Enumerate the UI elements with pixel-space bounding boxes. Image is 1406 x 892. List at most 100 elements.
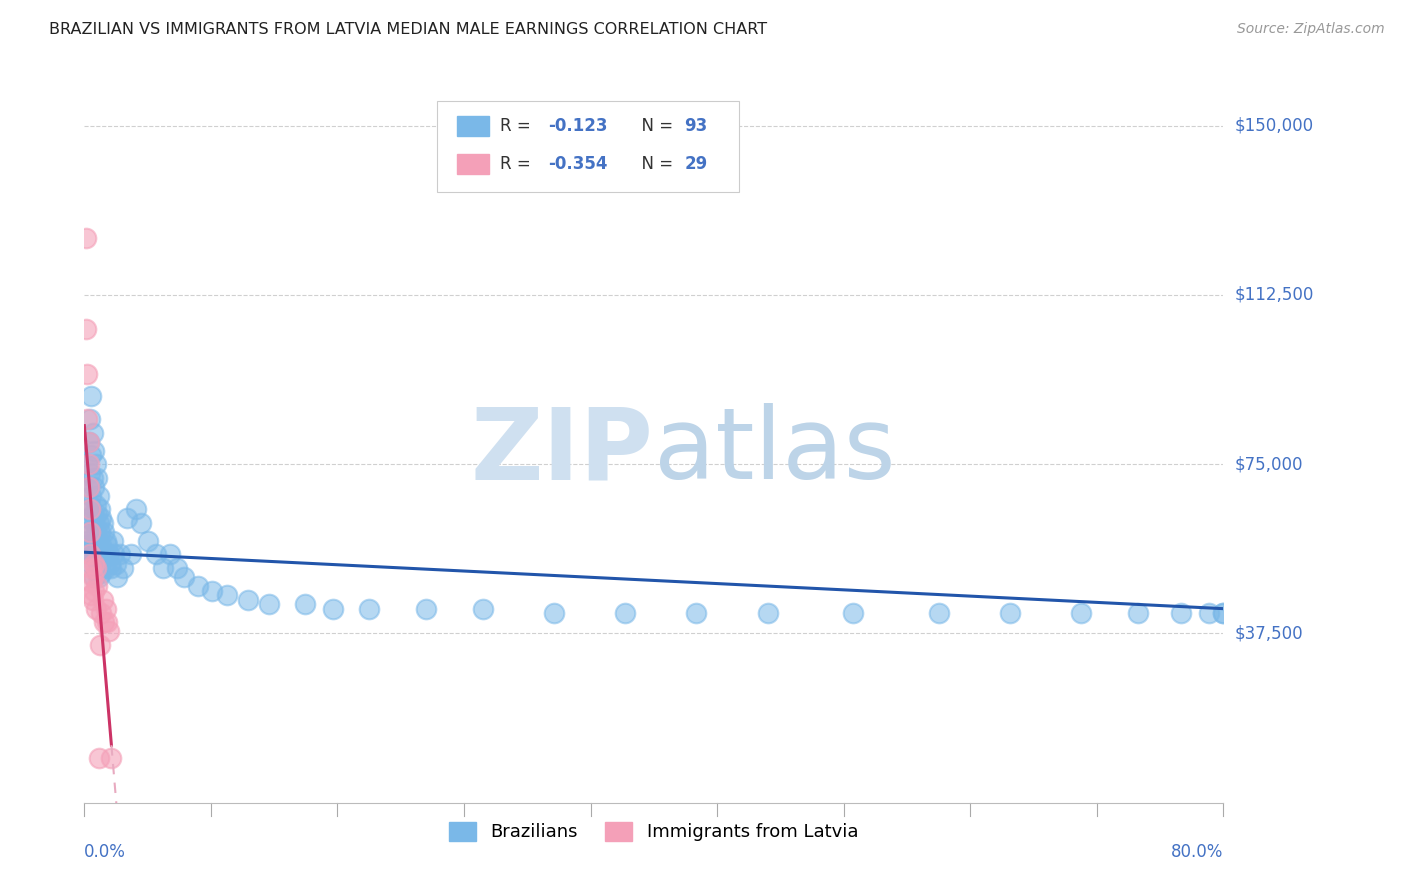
Point [80, 524, 103, 539]
Point [83, 557, 105, 571]
Point [80, 448, 103, 462]
Text: $75,000: $75,000 [1234, 455, 1303, 473]
Text: $150,000: $150,000 [1234, 117, 1313, 135]
Point [86, 471, 108, 485]
Point [82, 425, 104, 440]
Point [77, 457, 100, 471]
Text: N =: N = [631, 117, 678, 136]
Point [77, 480, 100, 494]
Point [145, 548, 167, 562]
Point [104, 557, 127, 571]
Point [94, 561, 117, 575]
Point [79, 412, 101, 426]
Point [75, 538, 97, 552]
Point [83, 516, 105, 530]
Text: 0.0%: 0.0% [84, 843, 127, 861]
Point [83, 480, 105, 494]
Bar [457, 116, 489, 136]
Point [97, 624, 120, 639]
Point [93, 615, 115, 630]
Point [76, 533, 98, 548]
Point [98, 557, 121, 571]
Text: 29: 29 [685, 155, 707, 173]
Point [131, 516, 153, 530]
Text: -0.354: -0.354 [548, 155, 607, 173]
Point [80, 574, 103, 589]
Bar [457, 154, 489, 175]
Point [294, 597, 316, 611]
Point [91, 516, 114, 530]
Text: 93: 93 [685, 117, 707, 136]
Point [90, 511, 112, 525]
Point [96, 538, 118, 552]
Point [80, 389, 103, 403]
Point [105, 570, 128, 584]
FancyBboxPatch shape [437, 101, 740, 192]
Point [75, 231, 97, 245]
Point [108, 548, 131, 562]
Point [76, 367, 98, 381]
Point [87, 570, 110, 584]
Text: N =: N = [631, 155, 678, 173]
Point [86, 579, 108, 593]
Point [152, 561, 174, 575]
Point [87, 489, 110, 503]
Point [77, 434, 100, 449]
Point [77, 480, 100, 494]
Point [259, 597, 281, 611]
Point [1170, 606, 1192, 620]
Point [100, 750, 122, 764]
Point [82, 570, 104, 584]
Point [79, 466, 101, 480]
Point [159, 548, 181, 562]
Point [87, 750, 110, 764]
Point [115, 511, 138, 525]
Point [82, 538, 104, 552]
Point [89, 638, 111, 652]
Point [215, 588, 238, 602]
Point [91, 592, 114, 607]
Point [75, 524, 97, 539]
Point [87, 516, 110, 530]
Point [1070, 606, 1092, 620]
Point [84, 524, 107, 539]
Point [84, 457, 107, 471]
Point [76, 502, 98, 516]
Point [80, 561, 103, 575]
Point [77, 434, 100, 449]
Point [101, 533, 124, 548]
Point [543, 606, 565, 620]
Point [93, 552, 115, 566]
Point [928, 606, 950, 620]
Point [84, 601, 107, 615]
Point [120, 548, 142, 562]
Point [91, 548, 114, 562]
Point [75, 322, 97, 336]
Point [79, 498, 101, 512]
Point [138, 533, 160, 548]
Point [166, 561, 188, 575]
Point [93, 524, 115, 539]
Point [76, 457, 98, 471]
Point [236, 592, 259, 607]
Point [79, 548, 101, 562]
Point [86, 566, 108, 580]
Point [80, 588, 103, 602]
Text: ZIP: ZIP [471, 403, 654, 500]
Point [83, 583, 105, 598]
Text: BRAZILIAN VS IMMIGRANTS FROM LATVIA MEDIAN MALE EARNINGS CORRELATION CHART: BRAZILIAN VS IMMIGRANTS FROM LATVIA MEDI… [49, 22, 768, 37]
Point [685, 606, 707, 620]
Point [87, 538, 110, 552]
Text: atlas: atlas [654, 403, 896, 500]
Point [79, 548, 101, 562]
Point [94, 601, 117, 615]
Point [83, 443, 105, 458]
Point [100, 561, 122, 575]
Point [415, 601, 437, 615]
Point [124, 502, 146, 516]
Point [77, 511, 100, 525]
Point [89, 557, 111, 571]
Point [83, 543, 105, 558]
Point [614, 606, 637, 620]
Point [472, 601, 495, 615]
